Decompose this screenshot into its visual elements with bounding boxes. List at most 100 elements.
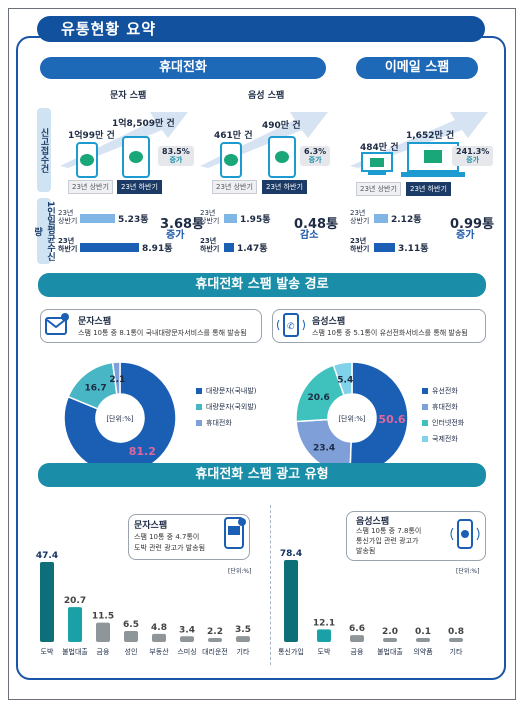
phone-call-icon: ✆ <box>277 313 305 337</box>
adtype-sms-text: 스팸 10통 중 4.7통이 <box>134 533 200 541</box>
voice-h2-reports: 490만 건 <box>262 121 301 131</box>
sms-h1-reports: 1억99만 건 <box>68 131 115 141</box>
bar <box>416 638 430 642</box>
bar <box>236 636 250 642</box>
route-voice-box <box>272 309 486 343</box>
message-phone-icon <box>224 517 246 549</box>
adtype-voice-text: 발송됨 <box>356 547 376 555</box>
sms-h2-reports: 1억8,509만 건 <box>112 119 175 129</box>
outer-frame <box>8 8 516 700</box>
pie-sms-route: 81.2 16.72.1 [단위:%] <box>63 361 177 475</box>
adtype-voice-text: 통신가입 관련 광고가 <box>356 537 419 545</box>
bar <box>40 562 54 642</box>
pie-voice-route: 50.6 23.4 20.6 5.4 [단위:%] <box>295 361 409 475</box>
svg-text:✆: ✆ <box>287 322 295 332</box>
legend-item: 대량문자(국내발) <box>196 386 257 396</box>
bar-value-label: 12.1 <box>313 618 335 628</box>
pie-value-label: 50.6 <box>378 413 405 426</box>
pie-unit-label: [단위:%] <box>338 414 366 423</box>
route-sms-text: 스팸 10통 중 8.1통이 국내대량문자서비스를 통해 발송됨 <box>78 329 247 337</box>
bar-value-label: 0.8 <box>448 627 464 637</box>
bar-value: 3.11통 <box>398 244 429 254</box>
route-sms-title: 문자스팸 <box>78 317 112 327</box>
legend-item: 인터넷전화 <box>422 418 464 428</box>
bar-value-label: 6.6 <box>349 624 365 634</box>
half-label-h1: 23년 상반기 <box>212 180 257 194</box>
bar-value: 5.23통 <box>118 215 149 225</box>
phone-call-icon <box>450 519 480 549</box>
pie-value-label: 81.2 <box>129 445 156 458</box>
half-label-h2: 23년 하반기 <box>406 182 451 196</box>
bar-value-label: 2.2 <box>207 627 223 637</box>
legend-swatch <box>196 404 202 410</box>
email-reports-change: 241.3% 증가 <box>452 146 494 167</box>
bar-voice-h2 <box>224 243 234 252</box>
unit-label: [단위:%] <box>456 568 480 575</box>
bar-value-label: 0.1 <box>415 627 431 637</box>
half-label-h2: 23년 하반기 <box>262 180 307 194</box>
pie-value-label: 16.7 <box>84 383 106 393</box>
pie-value-label: 5.4 <box>337 376 353 386</box>
sms-avg-diff: 3.68통 증가 <box>160 217 205 241</box>
bar-category-label: 성인 <box>125 647 138 656</box>
legend-label: 인터넷전화 <box>432 419 465 427</box>
adtype-sms-title: 문자스팸 <box>134 521 168 531</box>
legend-swatch <box>422 436 428 442</box>
side-label-avg: 1인일평균수신량 <box>32 198 55 264</box>
adtype-sms-text: 도박 관련 광고가 발송됨 <box>134 544 206 552</box>
legend-swatch <box>422 404 428 410</box>
monitor-icon <box>361 152 393 175</box>
legend-item: 휴대전화 <box>422 402 464 412</box>
unit-label: [단위:%] <box>228 568 252 575</box>
section-route: 휴대전화 스팸 발송 경로 <box>38 273 486 297</box>
email-h1-reports: 484만 건 <box>360 143 399 153</box>
pie-value-label: 23.4 <box>313 444 335 454</box>
bar <box>383 638 397 642</box>
legend-item: 유선전화 <box>422 386 464 396</box>
bar-value-label: 4.8 <box>151 623 167 633</box>
bar-category-label: 불법대출 <box>62 647 88 656</box>
half-label-h1: 23년 상반기 <box>356 182 401 196</box>
bar-category-label: 기타 <box>237 647 250 656</box>
bar-value: 8.91통 <box>142 244 173 254</box>
legend-label: 유선전화 <box>432 387 458 395</box>
voice-reports-change: 6.3% 증가 <box>300 146 331 167</box>
adtype-voice-text: 스팸 10통 중 7.8통이 <box>356 527 422 535</box>
legend-item: 국제전화 <box>422 434 464 444</box>
voice-h1-reports: 461만 건 <box>214 131 253 141</box>
sms-reports-change: 83.5% 증가 <box>158 146 194 167</box>
legend-swatch <box>422 420 428 426</box>
bar-sms-h2 <box>80 243 139 252</box>
legend-item: 대량문자(국외발) <box>196 402 257 412</box>
bar-category-label: 스미싱 <box>177 647 196 656</box>
avg-h1-label: 23년 상반기 <box>350 209 370 225</box>
route-voice-text: 스팸 10통 중 5.1통이 유선전화서비스를 통해 발송됨 <box>312 329 468 337</box>
legend-label: 대량문자(국외발) <box>206 403 257 411</box>
pie-value-label: 20.6 <box>308 393 330 403</box>
voice-avg-diff: 0.48통 감소 <box>294 217 339 241</box>
phone-icon <box>76 142 98 178</box>
adtype-voice-title: 음성스팸 <box>356 517 390 527</box>
bar <box>350 635 364 642</box>
bar-category-label: 기타 <box>450 647 463 656</box>
pie-slice <box>111 361 121 396</box>
avg-h2-label: 23년 하반기 <box>350 237 370 253</box>
bar-sms-h1 <box>80 214 115 223</box>
pie-value-label: 2.1 <box>109 375 125 385</box>
legend-label: 대량문자(국내발) <box>206 387 257 395</box>
bar-chart-voice-adtype: 78.4 통신가입 12.1 도박 6.6 금융 2.0 불법대출 0.1 의약품 0.8 기타 <box>278 549 464 656</box>
avg-h2-label: 23년 하반기 <box>58 237 78 253</box>
pie-sms-legend: 대량문자(국내발) 대량문자(국외발) 휴대전화 <box>196 386 257 434</box>
bar-value-label: 20.7 <box>64 596 86 606</box>
pie-slice <box>332 361 353 397</box>
bar <box>68 607 82 642</box>
bar-category-label: 대리운전 <box>202 647 228 656</box>
bar-category-label: 통신가입 <box>278 647 304 656</box>
sub-sms: 문자 스팸 <box>110 91 147 101</box>
half-label-h2: 23년 하반기 <box>117 180 162 194</box>
legend-swatch <box>196 388 202 394</box>
bar-category-label: 금융 <box>351 648 364 656</box>
bar-category-label: 도박 <box>41 647 54 656</box>
bar <box>449 638 463 642</box>
bar <box>152 633 166 642</box>
